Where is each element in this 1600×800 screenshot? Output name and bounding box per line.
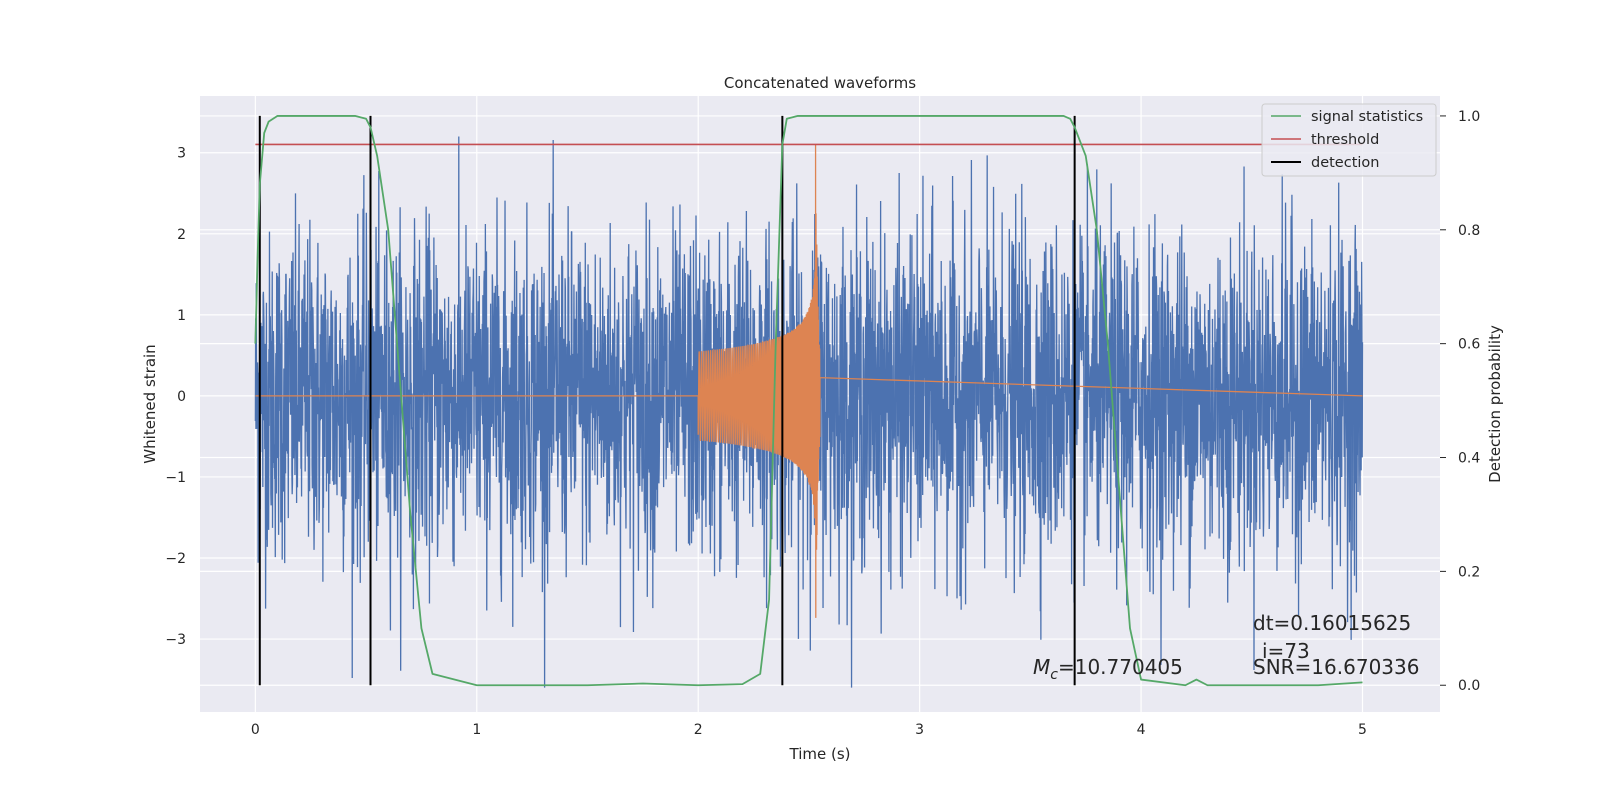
chirp-waveform-line — [255, 144, 1363, 618]
y-tick-label: −3 — [165, 632, 186, 648]
y-tick-label: 3 — [177, 146, 186, 162]
signal-statistics-line — [254, 115, 1363, 687]
x-tick-label: 1 — [472, 722, 481, 738]
legend-label-signal-statistics: signal statistics — [1311, 109, 1423, 125]
y-right-tick-label: 1.0 — [1458, 109, 1480, 125]
y-tick-label: −2 — [165, 551, 186, 567]
snr-annotation: SNR=16.670336 — [1253, 655, 1419, 679]
legend: signal statistics threshold detection — [1261, 103, 1437, 177]
y-right-tick-label: 0.2 — [1458, 564, 1480, 580]
chart-title: Concatenated waveforms — [724, 74, 916, 92]
series-layer — [254, 115, 1364, 688]
y-right-tick-label: 0.8 — [1458, 223, 1480, 239]
chirp-mass-subscript: c — [1050, 667, 1058, 683]
x-tick-label: 4 — [1137, 722, 1146, 738]
y-tick-label: −1 — [165, 470, 186, 486]
y-axis-label: Whitened strain — [141, 344, 159, 463]
index-annotation: i=73 — [1262, 639, 1310, 663]
y-right-tick-label: 0.4 — [1458, 451, 1480, 467]
y-tick-label: 2 — [177, 227, 186, 243]
x-tick-label: 0 — [251, 722, 260, 738]
annotations: Mc=10.770405 dt=0.16015625 i=73 SNR=16.6… — [1033, 611, 1419, 683]
y-tick-label: 1 — [177, 308, 186, 324]
legend-box — [1261, 103, 1437, 177]
x-axis-label: Time (s) — [789, 745, 851, 763]
x-tick-label: 5 — [1358, 722, 1367, 738]
legend-label-threshold: threshold — [1311, 132, 1379, 148]
y-tick-label: 0 — [177, 389, 186, 405]
chirp-mass-annotation: Mc=10.770405 — [1033, 655, 1183, 683]
dt-annotation: dt=0.16015625 — [1253, 611, 1411, 635]
y-right-tick-label: 0.6 — [1458, 337, 1480, 353]
x-tick-label: 2 — [694, 722, 703, 738]
legend-label-detection: detection — [1311, 155, 1379, 171]
x-tick-label: 3 — [915, 722, 924, 738]
chirp-mass-symbol: M — [1033, 655, 1050, 679]
y-right-tick-label: 0.0 — [1458, 678, 1480, 694]
chirp-mass-value: =10.770405 — [1058, 655, 1183, 679]
y-axis-label-right: Detection probability — [1486, 325, 1504, 483]
ticks: 0 1 2 3 4 5 −3 −2 −1 0 1 2 3 0.0 0.2 0.4 0.6 0.8 1.0 — [165, 109, 1480, 738]
